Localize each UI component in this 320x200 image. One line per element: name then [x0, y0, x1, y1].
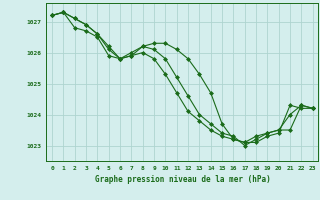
X-axis label: Graphe pression niveau de la mer (hPa): Graphe pression niveau de la mer (hPa) [94, 175, 270, 184]
